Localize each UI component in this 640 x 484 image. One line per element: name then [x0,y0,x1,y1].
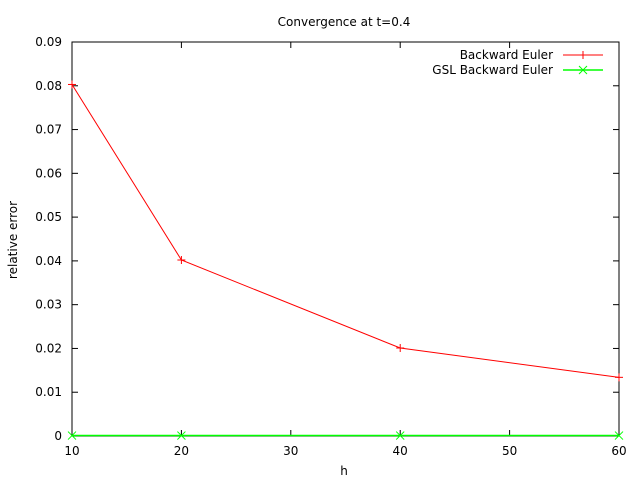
series-1-point-2 [395,431,405,440]
x-tick-label-0: 10 [64,444,79,458]
y-tick-label-5: 0.05 [35,210,62,224]
series-1-point-1 [177,431,186,440]
plot-area: 0 0.01 0.02 0.03 0.04 0.05 0.06 0.07 0.08 0.09 10 2… [35,35,626,458]
y-axis-label: relative error [6,201,20,279]
y-tick-label-8: 0.08 [35,79,62,93]
x-tick-label-2: 30 [283,444,298,458]
y-tick-label-1: 0.01 [35,385,62,399]
x-tick-label-1: 20 [174,444,189,458]
series-1-point-0-d2 [67,431,77,440]
y-tick-label-2: 0.02 [35,341,62,355]
legend-marker-1 [578,65,588,75]
series-line-0 [71,84,620,378]
series-1-point-1-d2 [177,431,186,440]
y-tick-label-4: 0.04 [35,254,62,268]
series-0-point-3 [615,373,623,382]
y-tick-label-9: 0.09 [35,35,62,49]
y-tick-label-0: 0 [54,429,62,443]
series-1-point-0 [67,431,77,440]
chart-title: Convergence at t=0.4 [278,15,411,29]
plot-frame [71,41,620,437]
series-1-point-3 [614,431,624,440]
legend-marker-1-d2 [578,65,588,75]
legend-label-0: Backward Euler [460,48,553,62]
x-tick-label-5: 60 [611,444,626,458]
series-0-point-0 [68,80,76,89]
y-tick-label-3: 0.03 [35,298,62,312]
series-0-point-2 [396,344,405,353]
x-tick-label-3: 40 [393,444,408,458]
x-axis-label: h [340,464,348,478]
series-1-point-2-d2 [395,431,405,440]
y-tick-label-6: 0.06 [35,166,62,180]
y-tick-label-7: 0.07 [35,123,62,137]
x-tick-label-4: 50 [502,444,517,458]
series-0-point-1 [177,256,186,265]
legend-marker-0 [579,51,587,59]
series-1-point-3-d2 [614,431,624,440]
legend-label-1: GSL Backward Euler [432,63,553,77]
